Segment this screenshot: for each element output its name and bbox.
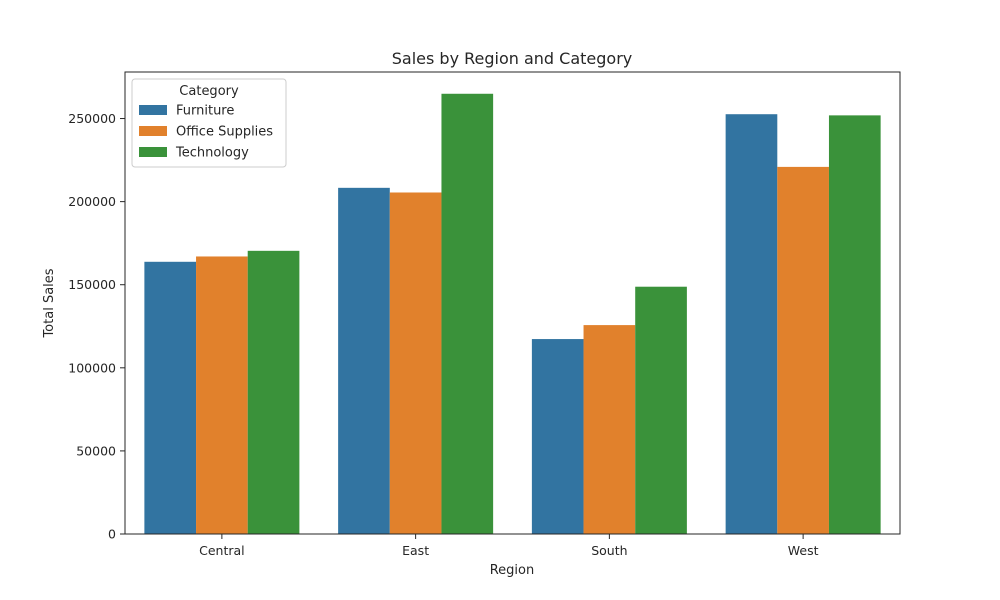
legend-box — [131, 78, 287, 168]
bar-east-furniture — [338, 187, 390, 534]
legend-label-office-supplies: Office Supplies — [176, 125, 273, 140]
bars-layer — [144, 93, 881, 535]
bar-west-technology — [828, 115, 881, 535]
y-axis: 0 50000 100000 150000 200000 250000 — [68, 111, 125, 542]
bar-central-furniture — [144, 261, 197, 534]
y-axis-label: Total Sales — [42, 268, 57, 338]
bar-south-technology — [635, 286, 687, 534]
y-tick-label: 250000 — [68, 111, 116, 126]
bar-east-office-supplies — [389, 192, 442, 535]
bar-south-office-supplies — [583, 325, 636, 534]
y-tick-label: 100000 — [68, 360, 116, 375]
bar-central-office-supplies — [196, 256, 248, 534]
legend-swatch-furniture — [139, 105, 167, 115]
legend-label-technology: Technology — [175, 146, 249, 161]
legend-label-furniture: Furniture — [176, 104, 234, 119]
x-tick-label: South — [591, 543, 627, 558]
bar-south-furniture — [531, 339, 584, 534]
legend-title: Category — [179, 84, 239, 99]
x-tick-label: West — [788, 543, 819, 558]
y-tick-label: 200000 — [68, 194, 116, 209]
x-tick-label: Central — [199, 543, 245, 558]
bar-central-technology — [247, 250, 300, 534]
legend: Category Furniture Office Supplies Technol… — [131, 78, 287, 168]
bar-east-technology — [441, 93, 494, 535]
y-tick-label: 150000 — [68, 277, 116, 292]
y-tick-label: 0 — [108, 527, 116, 542]
chart-title: Sales by Region and Category — [392, 49, 633, 68]
x-axis: Central East South West — [199, 534, 819, 558]
bar-west-furniture — [725, 114, 778, 535]
plot-frame — [124, 71, 901, 535]
legend-items: Furniture Office Supplies Technology — [139, 104, 273, 161]
legend-swatch-office-supplies — [139, 126, 167, 136]
legend-swatch-technology — [139, 147, 167, 157]
y-tick-label: 50000 — [76, 443, 116, 458]
x-axis-label: Region — [490, 563, 535, 578]
bar-west-office-supplies — [777, 166, 829, 534]
x-tick-label: East — [402, 543, 429, 558]
